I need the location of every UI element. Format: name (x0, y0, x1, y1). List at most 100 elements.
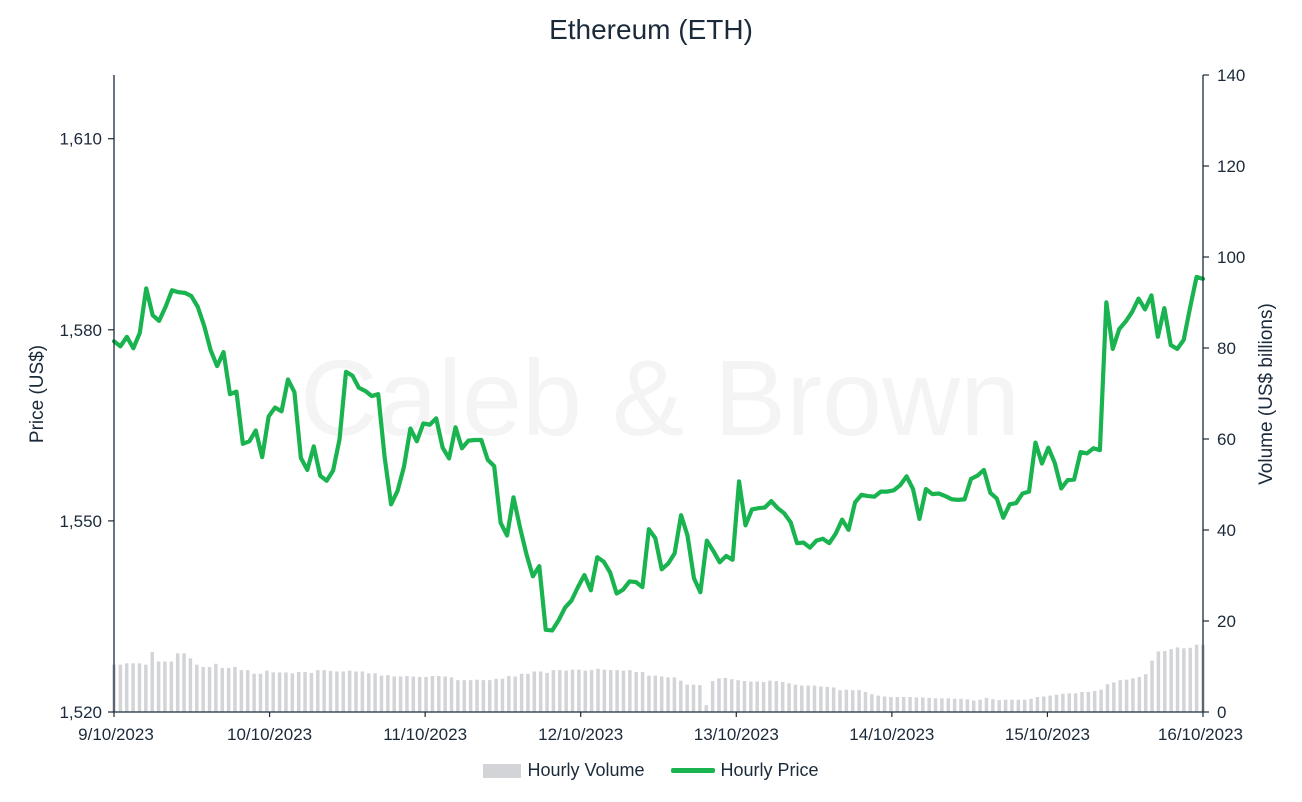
volume-bar (850, 690, 855, 712)
volume-bar (825, 686, 830, 712)
right-tick-label: 60 (1217, 430, 1236, 449)
volume-bar (373, 673, 377, 712)
volume-bar (965, 699, 970, 712)
volume-bar (844, 689, 849, 712)
volume-bar (959, 698, 963, 712)
volume-bar (303, 671, 307, 712)
volume-bar (526, 673, 530, 712)
volume-bar (564, 670, 568, 712)
volume-bar (456, 680, 460, 712)
volume-bar (819, 686, 823, 712)
volume-bar (417, 676, 422, 712)
volume-bar (659, 676, 664, 712)
volume-bar (118, 664, 123, 712)
volume-bar (182, 653, 186, 712)
volume-bar (978, 699, 982, 712)
volume-bar (1131, 678, 1135, 712)
volume-bar (487, 680, 492, 712)
volume-bar (1194, 644, 1199, 712)
right-tick-label: 40 (1217, 521, 1236, 540)
legend-label-volume: Hourly Volume (527, 760, 645, 780)
volume-bar (870, 694, 874, 712)
volume-bar (124, 663, 129, 712)
volume-bar (163, 661, 167, 712)
volume-bar (513, 676, 517, 712)
volume-bar (1003, 699, 1008, 712)
volume-bar (596, 668, 600, 712)
volume-bar (258, 673, 263, 712)
volume-bar (755, 681, 759, 712)
volume-bar (468, 680, 473, 712)
legend-item-volume: Hourly Volume (483, 760, 645, 781)
right-tick-label: 120 (1217, 157, 1245, 176)
volume-bar (347, 670, 352, 712)
volume-bars (112, 644, 1205, 713)
volume-bar (628, 670, 632, 712)
volume-bar (437, 676, 441, 712)
volume-bar (328, 671, 333, 712)
volume-bar (774, 681, 779, 712)
volume-bar (991, 699, 995, 712)
left-tick-label: 1,520 (59, 703, 102, 722)
left-axis-title: Price (US$) (27, 345, 48, 443)
volume-bar (1163, 651, 1167, 712)
volume-bar (800, 685, 804, 712)
volume-bar (411, 676, 416, 712)
legend-item-price: Hourly Price (670, 760, 819, 781)
volume-bar (933, 698, 938, 712)
volume-bar (749, 681, 753, 712)
volume-bar (398, 676, 403, 712)
volume-bar (889, 696, 893, 712)
volume-bar (462, 680, 467, 712)
x-tick-label: 13/10/2023 (694, 725, 779, 744)
volume-bar (666, 677, 670, 712)
volume-bar (1035, 696, 1040, 712)
volume-bar (424, 676, 428, 712)
volume-bar (175, 653, 180, 712)
volume-bar (233, 666, 237, 712)
volume-bar (857, 690, 861, 712)
volume-bar (443, 676, 447, 712)
volume-bar (640, 671, 645, 712)
volume-bar (723, 677, 728, 713)
right-tick-label: 140 (1217, 66, 1245, 85)
volume-bar (583, 670, 588, 712)
x-tick-label: 16/10/2023 (1158, 725, 1243, 744)
volume-bar (761, 681, 766, 712)
volume-bar (806, 685, 810, 712)
volume-bar (322, 670, 326, 712)
volume-bar (946, 698, 951, 712)
volume-bar (768, 680, 772, 712)
volume-bar (710, 681, 715, 712)
volume-bar (691, 684, 696, 712)
volume-bar (793, 684, 798, 712)
volume-bar (908, 696, 912, 712)
legend: Hourly Volume Hourly Price (0, 760, 1302, 781)
volume-bar (386, 675, 390, 712)
volume-bar (672, 677, 677, 712)
volume-bar (679, 680, 683, 712)
volume-bar (589, 670, 594, 712)
volume-bar (653, 675, 658, 712)
volume-bar (245, 670, 250, 712)
price-line-group (111, 274, 1206, 633)
volume-bar (984, 697, 989, 712)
volume-bar (207, 666, 212, 712)
right-tick-label: 20 (1217, 612, 1236, 631)
volume-bar (863, 691, 868, 712)
volume-bar (577, 669, 581, 712)
volume-bar (195, 664, 199, 712)
x-axis-ticks: 9/10/2023 10/10/2023 11/10/2023 12/10/2023 1… (78, 712, 1243, 744)
volume-bar (271, 672, 275, 712)
volume-bar (717, 678, 721, 712)
legend-swatch-volume (483, 763, 522, 778)
x-tick-label: 12/10/2023 (538, 725, 623, 744)
volume-bar (742, 681, 747, 712)
volume-bar (780, 681, 785, 712)
volume-bar (1099, 689, 1103, 712)
volume-bar (1112, 682, 1116, 712)
volume-bar (1022, 699, 1027, 712)
volume-bar (360, 671, 365, 712)
volume-bar (558, 670, 562, 712)
volume-bar (1061, 693, 1065, 712)
